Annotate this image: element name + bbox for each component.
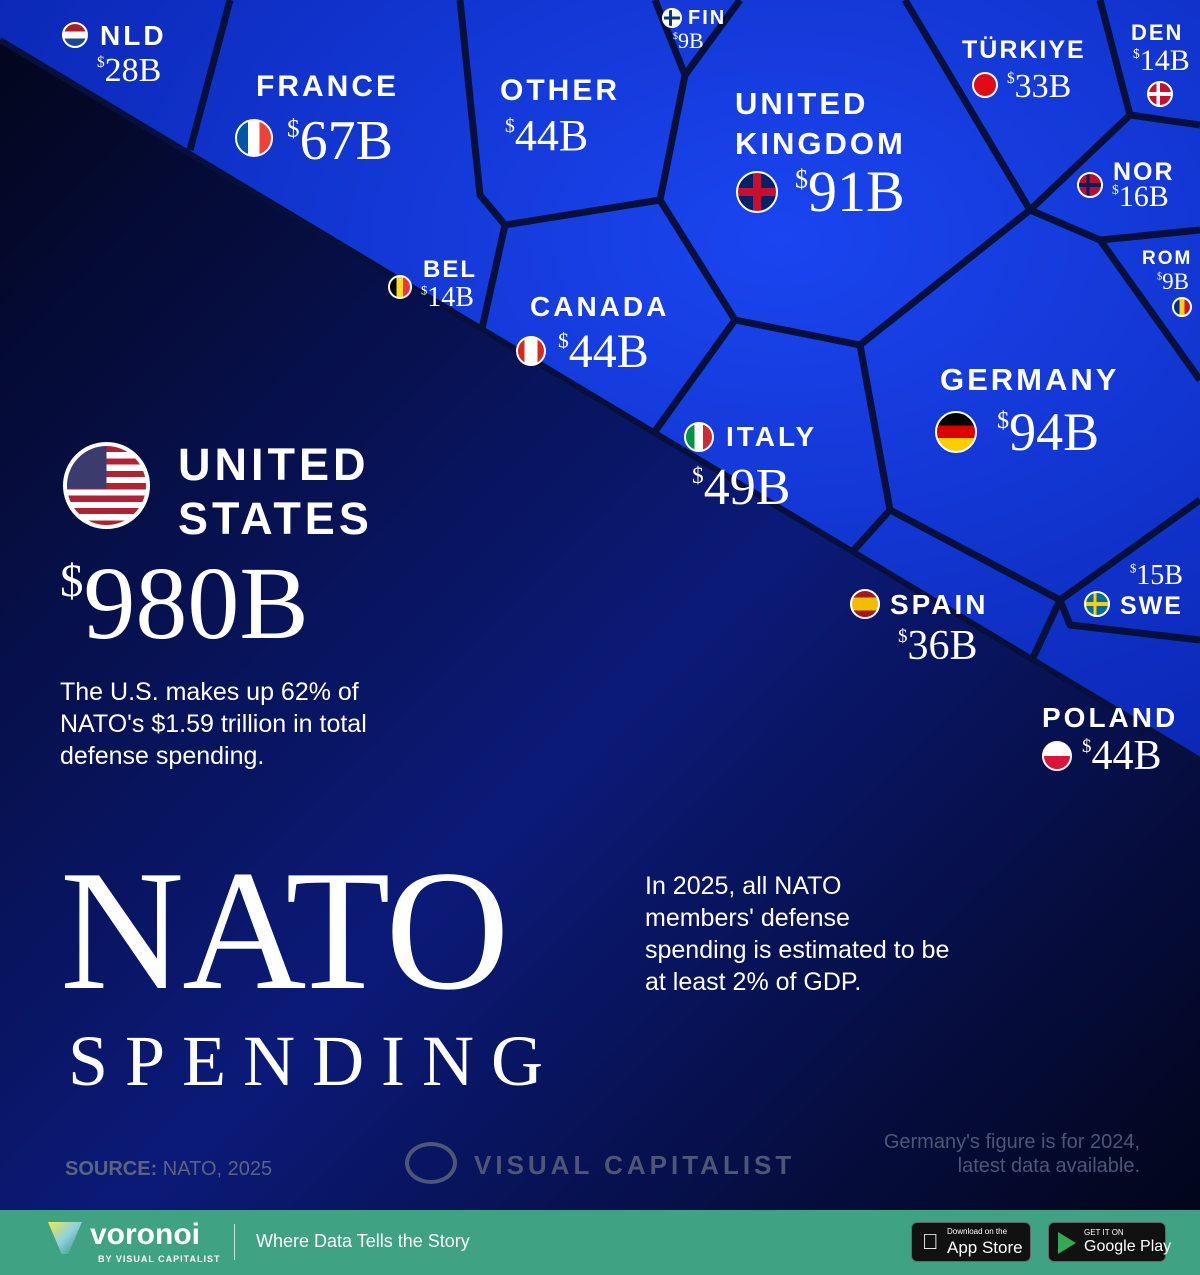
canada-flag-icon — [516, 336, 546, 366]
value-italy: $49B — [692, 459, 791, 516]
google-play-button[interactable]: GET IT ON Google Play — [1048, 1222, 1171, 1262]
label-nld: NLD — [100, 20, 167, 51]
app-store-button[interactable]:  Download on the App Store — [911, 1222, 1031, 1262]
label-canada: CANADA — [530, 291, 670, 322]
value-france: $67B — [287, 110, 393, 172]
value-nor: $16B — [1112, 180, 1169, 213]
brand-name: VISUAL CAPITALIST — [474, 1150, 796, 1180]
label-uk: UNITED KINGDOM — [735, 86, 906, 162]
title-nato: NATO — [60, 836, 510, 1026]
germany-note: Germany's figure is for 2024, latest dat… — [883, 1131, 1140, 1177]
belgium-flag-icon — [388, 275, 412, 299]
value-swe: $15B — [1130, 560, 1183, 591]
value-poland: $44B — [1082, 733, 1162, 779]
value-spain: $36B — [898, 623, 978, 669]
value-united-states: $980B — [60, 546, 309, 661]
sweden-flag-icon — [1084, 591, 1110, 617]
spain-flag-icon — [850, 589, 880, 619]
poland-flag-icon — [1042, 741, 1072, 771]
germany-flag-icon — [935, 411, 977, 453]
value-other: $44B — [505, 111, 589, 160]
norway-flag-icon — [1077, 172, 1103, 198]
apple-icon:  — [922, 1229, 939, 1255]
value-canada: $44B — [558, 325, 649, 378]
label-spain: SPAIN — [890, 589, 989, 620]
netherlands-flag-icon — [62, 22, 88, 48]
voronoi-logo: voronoi — [90, 1218, 200, 1251]
label-italy: ITALY — [726, 421, 818, 452]
finland-flag-icon — [662, 8, 682, 28]
voronoi-background — [0, 0, 1200, 1210]
label-swe: SWE — [1120, 592, 1183, 620]
us-share-note: The U.S. makes up 62% of NATO's $1.59 tr… — [60, 678, 367, 770]
value-germany: $94B — [997, 402, 1100, 462]
label-fin: FIN — [688, 7, 727, 29]
romania-flag-icon — [1172, 297, 1192, 317]
google-play-icon — [1058, 1232, 1076, 1254]
label-nor: NOR — [1113, 158, 1175, 186]
usa-flag-icon — [63, 442, 150, 529]
value-rom: $9B — [1157, 269, 1190, 294]
tagline: Where Data Tells the Story — [256, 1231, 470, 1251]
denmark-flag-icon — [1147, 81, 1173, 107]
divider — [234, 1224, 235, 1260]
label-poland: POLAND — [1042, 702, 1179, 733]
visual-capitalist-logo-icon — [405, 1142, 457, 1184]
value-uk: $91B — [795, 159, 905, 224]
italy-flag-icon — [684, 422, 714, 452]
value-fin: $9B — [673, 28, 704, 53]
label-germany: GERMANY — [940, 362, 1120, 397]
label-other: OTHER — [500, 74, 620, 107]
voronoi-logo-icon — [48, 1222, 82, 1254]
gdp-note: In 2025, all NATO members' defense spend… — [645, 872, 950, 996]
value-den: $14B — [1133, 44, 1190, 77]
value-turkiye: $33B — [1007, 68, 1072, 105]
label-rom: ROM — [1142, 248, 1193, 269]
footer-bar: voronoi BY VISUAL CAPITALIST Where Data … — [0, 1210, 1200, 1275]
label-bel: BEL — [423, 256, 477, 283]
value-bel: $14B — [421, 282, 474, 313]
france-flag-icon — [235, 119, 273, 157]
value-nld: $28B — [97, 52, 162, 89]
label-den: DEN — [1131, 20, 1184, 45]
label-turkiye: TÜRKIYE — [962, 36, 1086, 64]
turkiye-flag-icon — [972, 72, 998, 98]
source: SOURCE: NATO, 2025 — [65, 1158, 273, 1180]
label-united-states: UNITED STATES — [178, 439, 373, 544]
uk-flag-icon — [736, 171, 778, 213]
label-france: FRANCE — [256, 70, 399, 103]
voronoi-logo-sub: BY VISUAL CAPITALIST — [98, 1254, 221, 1264]
title-spending: SPENDING — [68, 1021, 561, 1101]
